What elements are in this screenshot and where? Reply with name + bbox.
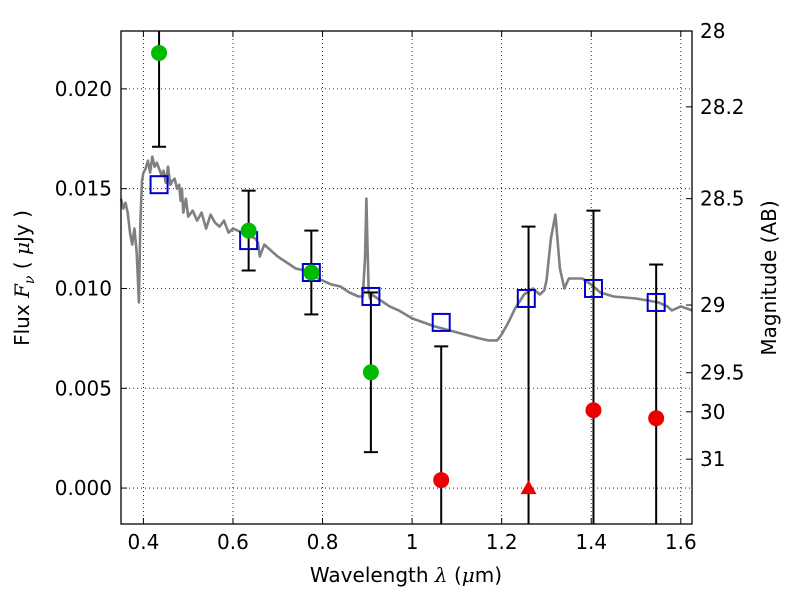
x-tick-label: 0.8 [307,530,339,554]
x-tick-label: 1.6 [665,530,697,554]
model-point [361,286,381,306]
upper-limit-point [520,480,537,495]
axis-ticks: 0.4 0.6 0.8 1 1.2 1.4 1.6 0.000 0.005 0.010 0.015 0… [55,19,745,554]
mag-tick-label: 28.5 [700,187,745,211]
x-tick-label: 0.4 [127,530,159,554]
grid [121,31,692,524]
plot-frame [120,30,693,525]
y2-axis-label: Magnitude (AB) [757,200,781,355]
y-tick-label: 0.000 [55,476,112,500]
x-tick-label: 1.4 [575,530,607,554]
model-spectrum [119,155,693,342]
data-markers [149,44,666,495]
model-point [516,288,536,308]
x-tick-label: 1.2 [486,530,518,554]
y-tick-label: 0.005 [55,376,112,400]
model-point [646,292,666,312]
x-tick-label: 0.6 [217,530,249,554]
model-point [301,263,321,283]
y-tick-label: 0.020 [55,77,112,101]
observed-point [362,364,379,381]
observed-point [303,264,320,281]
y-axis-label: Flux Fν ( μJy ) [10,210,38,346]
mag-tick-label: 30 [700,400,725,424]
model-point [431,312,451,332]
x-tick-label: 1 [406,530,419,554]
observed-point [240,222,257,239]
mag-tick-label: 28.2 [700,95,745,119]
x-axis-label: Wavelength λ (μm) [310,563,502,587]
model-point [583,278,603,298]
y-tick-label: 0.010 [55,276,112,300]
mag-tick-label: 29.5 [700,361,745,385]
observed-point [433,472,450,489]
observed-point [585,402,602,419]
mag-tick-label: 28 [700,19,725,43]
observed-point [151,44,168,61]
observed-point [648,410,665,427]
error-bars [152,31,664,524]
y-tick-label: 0.015 [55,177,112,201]
spectrum-line [119,155,693,342]
mag-tick-label: 29 [700,293,725,317]
model-point [149,175,169,195]
mag-tick-label: 31 [700,447,725,471]
